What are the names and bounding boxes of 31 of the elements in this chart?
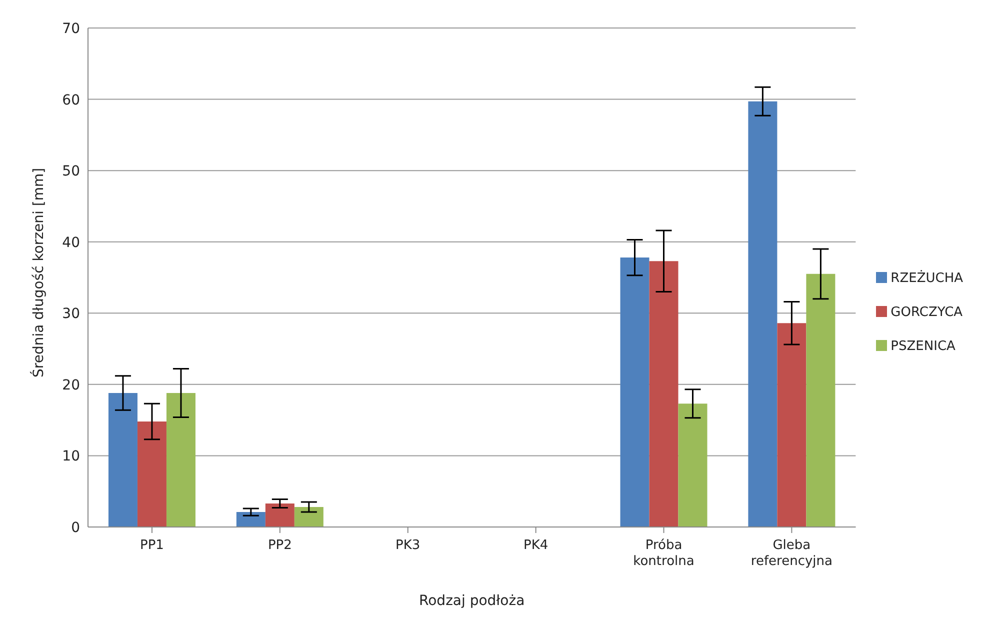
bar: [265, 503, 294, 527]
x-tick-label: PK4: [523, 538, 548, 553]
bar: [649, 261, 678, 527]
y-tick-label: 20: [62, 377, 80, 394]
y-tick-label: 60: [62, 92, 80, 108]
x-tick-label: PK3: [396, 538, 420, 553]
bar: [678, 404, 708, 527]
y-tick-label: 0: [71, 520, 80, 536]
bar: [806, 274, 836, 527]
x-tick-label: PP1: [140, 538, 164, 553]
legend-label: RZEŻUCHA: [890, 270, 963, 286]
x-tick-label: PP2: [268, 538, 292, 553]
y-tick-label: 30: [62, 306, 80, 322]
bar: [777, 323, 806, 527]
bar: [137, 421, 166, 527]
x-tick-label: Próba kontrolna: [633, 538, 694, 569]
legend-label: GORCZYCA: [890, 304, 963, 320]
legend-label: PSZENICA: [890, 338, 956, 354]
y-axis-title: Średnia długość korzeni [mm]: [30, 168, 47, 378]
y-tick-label: 10: [62, 448, 80, 465]
y-tick-label: 40: [62, 234, 80, 251]
y-tick-label: 70: [62, 20, 80, 37]
bar: [108, 392, 138, 527]
bar: [294, 507, 324, 527]
x-axis-title: Rodzaj podłoża: [419, 593, 525, 609]
bar: [166, 392, 196, 527]
bar: [236, 512, 266, 527]
y-tick-label: 50: [62, 164, 80, 180]
bar: [620, 258, 650, 527]
x-tick-label: Gleba referencyjna: [750, 538, 832, 569]
bar: [748, 101, 778, 527]
